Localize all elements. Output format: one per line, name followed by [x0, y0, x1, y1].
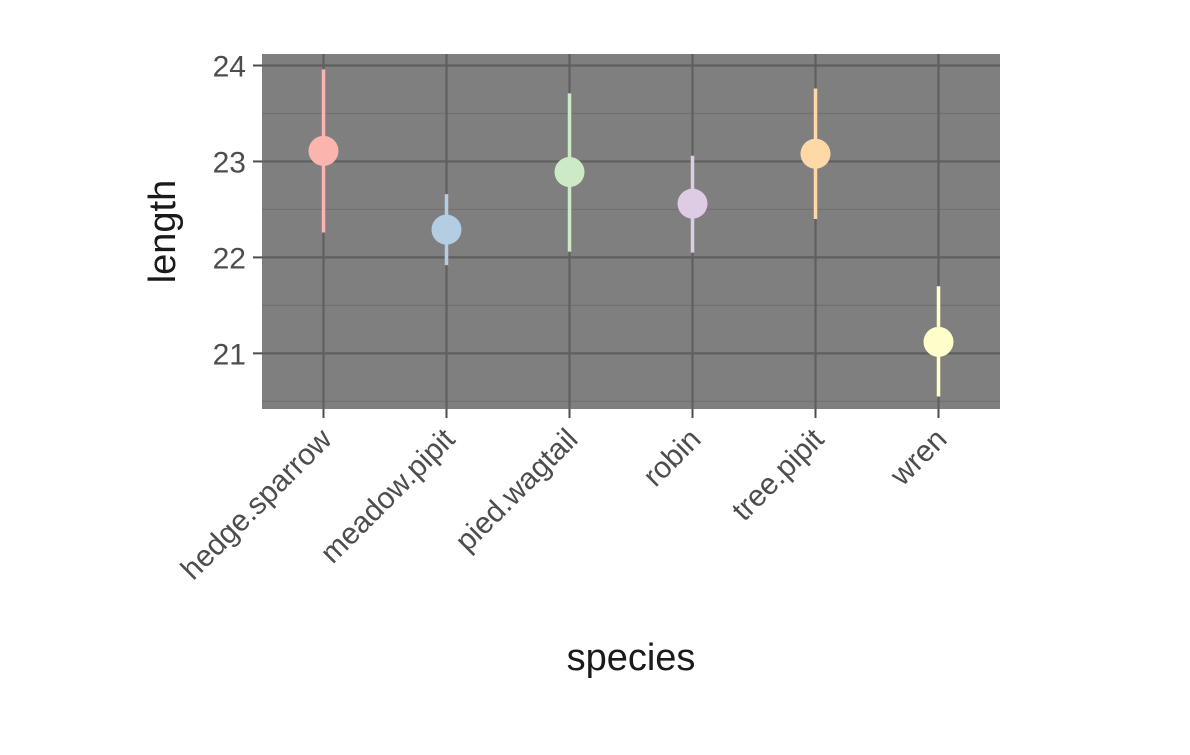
y-axis-title: length [142, 180, 184, 284]
x-tick-label: pied.wagtail [449, 423, 584, 558]
x-axis-title: species [567, 637, 696, 679]
y-tick-label: 24 [213, 51, 246, 84]
plot-panel [262, 54, 1000, 409]
y-axis-ticks: 21 22 23 24 [213, 51, 262, 371]
y-tick-label: 23 [213, 146, 246, 179]
data-point [308, 135, 339, 166]
x-tick-label: hedge.sparrow [175, 422, 339, 586]
x-tick-label: robin [637, 423, 708, 494]
y-tick-label: 22 [213, 242, 246, 275]
data-marks [308, 69, 954, 397]
data-point [800, 138, 831, 169]
data-point [677, 188, 708, 219]
y-tick-label: 21 [213, 338, 246, 371]
x-tick-label: wren [883, 423, 953, 493]
minor-gridlines [262, 112, 1000, 402]
data-point [923, 326, 954, 357]
data-point [554, 157, 585, 188]
data-point [431, 214, 462, 245]
x-tick-label: tree.pipit [726, 422, 831, 527]
